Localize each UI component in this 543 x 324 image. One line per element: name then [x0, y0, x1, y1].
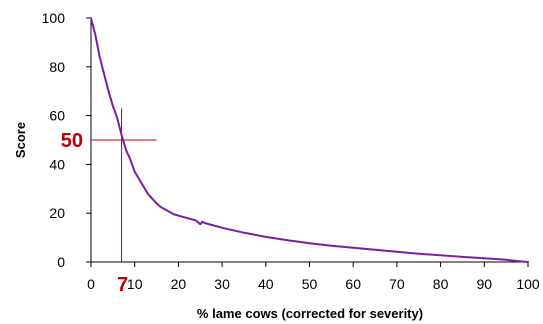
x-tick-label: 20	[171, 276, 187, 292]
tick-labels: 0 20 40 60 80 100 0 10 20 30 40 50 60 70 80 90 100	[42, 10, 540, 292]
x-tick-label: 50	[302, 276, 318, 292]
axes	[86, 17, 529, 267]
x-tick-label: 70	[389, 276, 405, 292]
x-tick-label: 10	[127, 276, 143, 292]
series-layer	[90, 17, 529, 263]
x-tick-label: 30	[214, 276, 230, 292]
y-tick-label: 0	[57, 254, 65, 270]
y-tick-label: 60	[49, 108, 65, 124]
annotation-x-label: 7	[117, 274, 128, 296]
y-axis-title: Score	[13, 122, 28, 158]
x-tick-label: 40	[258, 276, 274, 292]
x-tick-label: 0	[87, 276, 95, 292]
y-tick-label: 40	[49, 156, 65, 172]
annotation-guides	[91, 108, 157, 262]
y-tick-label: 100	[42, 10, 66, 26]
x-tick-label: 90	[477, 276, 493, 292]
annotation-y-label: 50	[61, 130, 83, 152]
y-tick-label: 80	[49, 59, 65, 75]
y-tick-label: 20	[49, 205, 65, 221]
x-tick-label: 100	[516, 276, 540, 292]
annotation-labels: 50 7	[61, 130, 128, 296]
x-tick-label: 60	[345, 276, 361, 292]
series-line	[90, 17, 529, 263]
x-tick-label: 80	[433, 276, 449, 292]
x-axis-title: % lame cows (corrected for severity)	[197, 306, 423, 321]
